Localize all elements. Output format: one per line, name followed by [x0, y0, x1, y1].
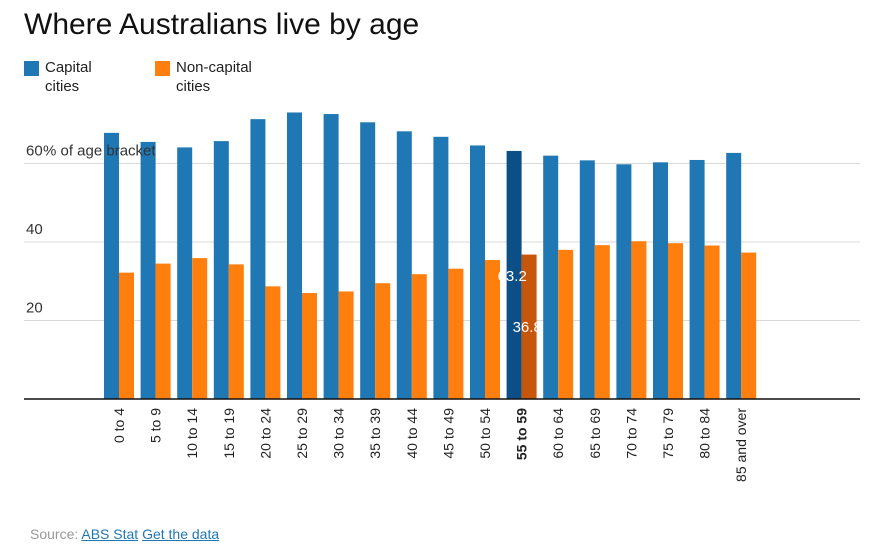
legend-capital-label: Capital cities [45, 59, 92, 95]
chart-title: Where Australians live by age [24, 8, 420, 41]
legend-capital-swatch [24, 61, 39, 76]
bar-capital-5 [287, 112, 302, 399]
bar-noncapital-4 [265, 286, 281, 399]
bar-noncapital-12 [558, 249, 574, 399]
x-tick-label-14: 70 to 74 [623, 408, 639, 459]
bar-noncapital-17 [741, 252, 757, 399]
x-tick-label-5: 25 to 29 [294, 408, 310, 459]
y-axis-label: % of age bracket [43, 143, 156, 160]
x-tick-label-9: 45 to 49 [440, 408, 456, 459]
bar-noncapital-11 [521, 254, 537, 399]
bar-capital-3 [213, 141, 229, 399]
data-label-noncapital-highlight: 36.8 [513, 319, 542, 336]
get-the-data-link[interactable]: Get the data [142, 526, 220, 542]
legend-noncapital-label: Non-capital cities [176, 59, 252, 95]
x-tick-label-10: 50 to 54 [477, 408, 493, 459]
bar-noncapital-13 [594, 245, 610, 399]
bar-capital-13 [579, 160, 595, 399]
x-tick-label-4: 20 to 24 [257, 408, 273, 459]
bar-capital-4 [250, 119, 266, 400]
bar-noncapital-1 [155, 263, 171, 399]
x-tick-label-7: 35 to 39 [367, 408, 383, 459]
y-tick-label-20: 20 [26, 300, 43, 317]
x-tick-label-15: 75 to 79 [660, 408, 676, 459]
bar-noncapital-14 [631, 241, 647, 399]
bar-noncapital-15 [668, 243, 683, 399]
bar-capital-7 [360, 122, 376, 399]
bar-capital-2 [177, 147, 193, 399]
bar-capital-16 [689, 159, 705, 399]
bar-noncapital-7 [375, 283, 391, 399]
bar-capital-15 [653, 162, 668, 399]
bar-capital-0 [104, 132, 119, 399]
bar-noncapital-6 [338, 291, 354, 399]
bar-capital-12 [543, 155, 559, 399]
bar-noncapital-8 [411, 274, 427, 399]
x-tick-label-12: 60 to 64 [550, 408, 566, 459]
x-tick-label-11: 55 to 59 [514, 408, 530, 460]
legend-noncapital-swatch [155, 61, 170, 76]
x-tick-label-3: 15 to 19 [221, 408, 237, 459]
bar-capital-1 [140, 141, 156, 399]
x-tick-label-0: 0 to 4 [111, 408, 127, 443]
data-label-capital-highlight: 63.2 [498, 268, 527, 285]
x-tick-label-13: 65 to 69 [587, 408, 603, 459]
bar-capital-9 [433, 136, 449, 399]
bar-noncapital-9 [448, 268, 464, 399]
bar-noncapital-16 [704, 245, 720, 399]
bar-capital-11 [506, 150, 522, 399]
bar-noncapital-10 [485, 260, 500, 399]
x-tick-label-8: 40 to 44 [404, 408, 420, 459]
bar-capital-8 [396, 131, 412, 399]
x-tick-label-17: 85 and over [733, 408, 749, 482]
bar-capital-6 [323, 114, 339, 400]
bar-capital-10 [470, 145, 485, 399]
x-tick-label-1: 5 to 9 [148, 408, 164, 443]
x-tick-label-16: 80 to 84 [697, 408, 713, 459]
source-line: Source: ABS Stat Get the data [30, 526, 220, 542]
x-tick-label-6: 30 to 34 [331, 408, 347, 459]
bar-noncapital-3 [228, 264, 244, 399]
x-tick-label-2: 10 to 14 [184, 408, 200, 459]
bar-capital-14 [616, 164, 632, 399]
legend-capital: Capital cities [24, 58, 135, 96]
y-tick-label-40: 40 [26, 221, 43, 238]
bar-noncapital-2 [192, 258, 208, 399]
y-tick-label-60: 60 [26, 143, 43, 160]
bar-noncapital-0 [119, 272, 134, 399]
abs-stat-link[interactable]: ABS Stat [81, 526, 139, 542]
legend-noncapital: Non-capital cities [155, 58, 266, 96]
bar-noncapital-5 [302, 293, 317, 399]
bar-capital-17 [726, 152, 742, 399]
